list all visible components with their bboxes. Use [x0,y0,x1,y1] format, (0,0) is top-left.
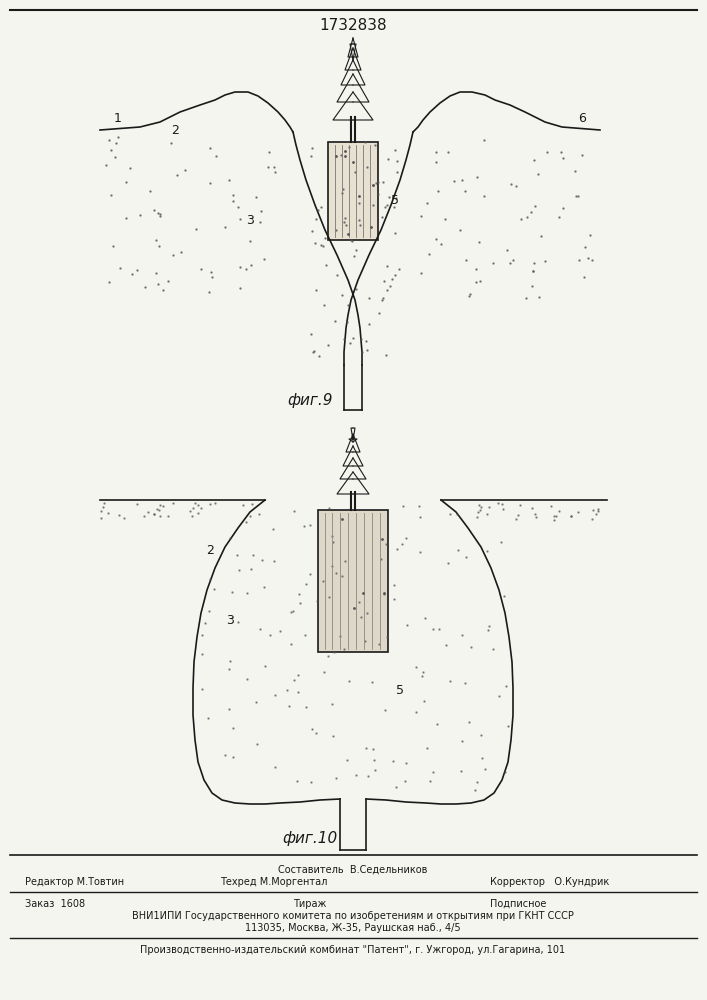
Text: Производственно-издательский комбинат "Патент", г. Ужгород, ул.Гагарина, 101: Производственно-издательский комбинат "П… [141,945,566,955]
Text: 5: 5 [396,684,404,696]
Text: 1732838: 1732838 [319,17,387,32]
Text: 5: 5 [391,194,399,207]
Text: Составитель  В.Седельников: Составитель В.Седельников [279,865,428,875]
Text: фиг.9: фиг.9 [287,392,333,408]
Bar [328,142,378,240]
Text: Корректор   О.Кундрик: Корректор О.Кундрик [490,877,609,887]
Text: 2: 2 [206,544,214,556]
Text: Редактор М.Товтин: Редактор М.Товтин [25,877,124,887]
Text: Подписное: Подписное [490,899,547,909]
Text: фиг.10: фиг.10 [282,830,338,846]
Text: 2: 2 [171,123,179,136]
Text: Тираж: Тираж [293,899,327,909]
Text: Заказ  1608: Заказ 1608 [25,899,85,909]
Bar [318,510,388,652]
Text: 3: 3 [226,613,234,626]
Text: Техред М.Моргентал: Техред М.Моргентал [220,877,327,887]
Text: 3: 3 [246,214,254,227]
Text: 6: 6 [578,111,586,124]
Text: 1: 1 [114,111,122,124]
Text: 113035, Москва, Ж-35, Раушская наб., 4/5: 113035, Москва, Ж-35, Раушская наб., 4/5 [245,923,461,933]
Text: ВНИ1ИПИ Государственного комитета по изобретениям и открытиям при ГКНТ СССР: ВНИ1ИПИ Государственного комитета по изо… [132,911,574,921]
